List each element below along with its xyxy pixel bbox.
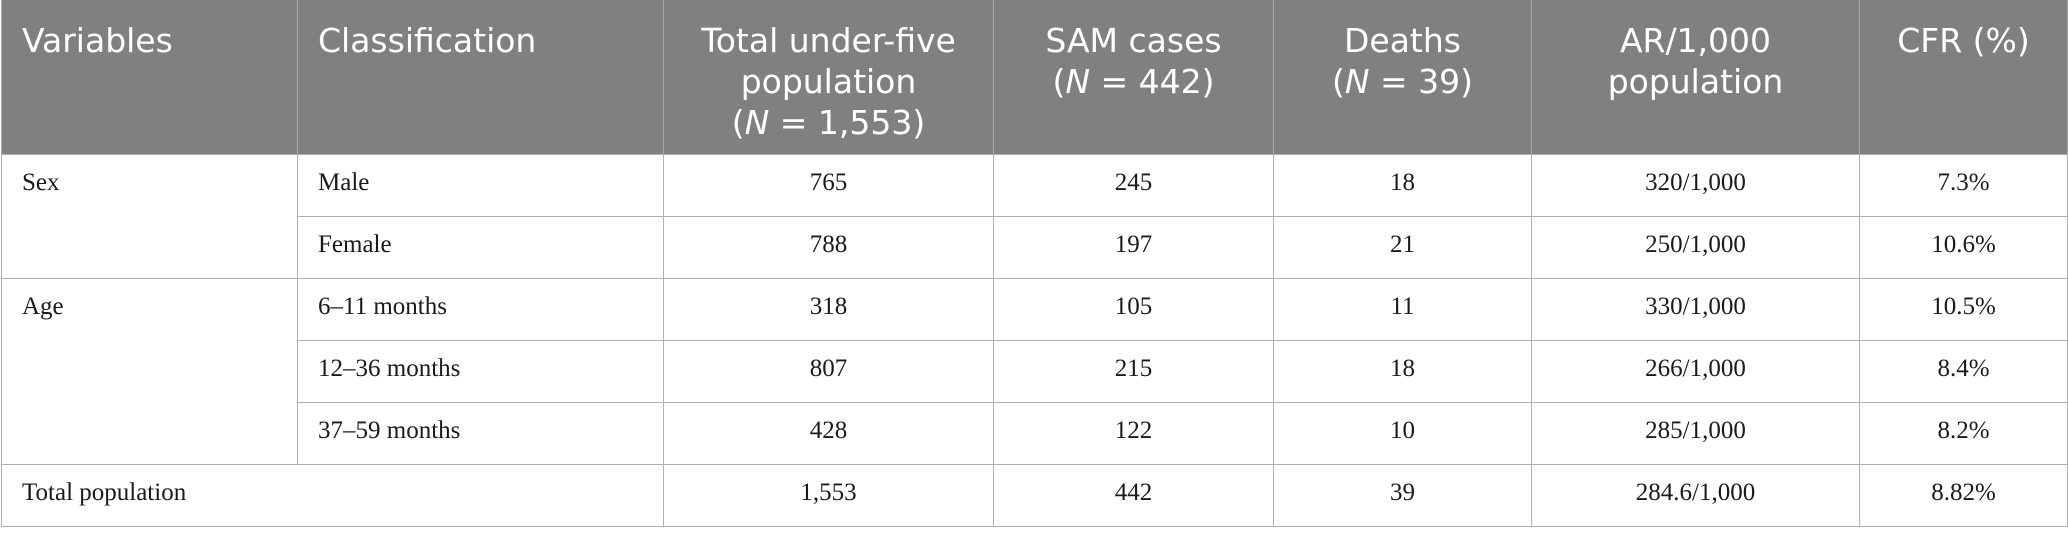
variable-cell: Sex — [1, 153, 298, 279]
classification-cell: Male — [297, 153, 664, 217]
total-row: Total population 1,553 442 39 284.6/1,00… — [1, 463, 2068, 527]
ar-cell: 330/1,000 — [1531, 277, 1860, 341]
deaths-cell: 18 — [1273, 339, 1532, 403]
population-cell: 1,553 — [663, 463, 994, 527]
table-row: Age 6–11 months 318 105 11 330/1,000 10.… — [1, 277, 2068, 465]
total-label-cell: Total population — [1, 463, 664, 527]
population-cell: 428 — [663, 401, 994, 465]
ar-cell: 285/1,000 — [1531, 401, 1860, 465]
sam-cell: 215 — [993, 339, 1274, 403]
variable-cell: Age — [1, 277, 298, 465]
deaths-cell: 11 — [1273, 277, 1532, 341]
classification-cell: 12–36 months — [297, 339, 664, 403]
header-classification: Classification — [297, 0, 664, 154]
table-row: Sex Male 765 245 18 320/1,000 7.3% — [1, 153, 2068, 279]
table-row: 37–59 months 428 122 10 285/1,000 8.2% — [2, 401, 2068, 465]
population-cell: 788 — [663, 215, 994, 279]
cfr-cell: 7.3% — [1859, 153, 2068, 217]
deaths-cell: 18 — [1273, 153, 1532, 217]
sam-cell: 197 — [993, 215, 1274, 279]
population-cell: 807 — [663, 339, 994, 403]
deaths-cell: 39 — [1273, 463, 1532, 527]
ar-cell: 284.6/1,000 — [1531, 463, 1860, 527]
population-cell: 765 — [663, 153, 994, 217]
cfr-cell: 8.2% — [1859, 401, 2068, 465]
header-cfr: CFR (%) — [1859, 0, 2068, 154]
classification-cell: 6–11 months — [297, 277, 664, 341]
header-attack-rate: AR/1,000 population — [1531, 0, 1860, 154]
ar-cell: 250/1,000 — [1531, 215, 1860, 279]
population-cell: 318 — [663, 277, 994, 341]
sam-cell: 442 — [993, 463, 1274, 527]
classification-cell: 37–59 months — [297, 401, 664, 465]
header-total-population: Total under-five population (N = 1,553) — [663, 0, 994, 154]
deaths-cell: 21 — [1273, 215, 1532, 279]
table-row: Female 788 197 21 250/1,000 10.6% — [2, 215, 2068, 279]
sam-cell: 245 — [993, 153, 1274, 217]
ar-cell: 320/1,000 — [1531, 153, 1860, 217]
deaths-cell: 10 — [1273, 401, 1532, 465]
header-variables: Variables — [1, 0, 298, 154]
cfr-cell: 10.6% — [1859, 215, 2068, 279]
cfr-cell: 8.4% — [1859, 339, 2068, 403]
header-row: Variables Classification Total under-fiv… — [1, 0, 2068, 154]
header-deaths: Deaths (N = 39) — [1273, 0, 1532, 154]
data-table: Variables Classification Total under-fiv… — [1, 0, 2068, 527]
sam-cell: 122 — [993, 401, 1274, 465]
cfr-cell: 10.5% — [1859, 277, 2068, 341]
classification-cell: Female — [297, 215, 664, 279]
header-sam-cases: SAM cases (N = 442) — [993, 0, 1274, 154]
table-row: 12–36 months 807 215 18 266/1,000 8.4% — [2, 339, 2068, 403]
ar-cell: 266/1,000 — [1531, 339, 1860, 403]
cfr-cell: 8.82% — [1859, 463, 2068, 527]
sam-cell: 105 — [993, 277, 1274, 341]
